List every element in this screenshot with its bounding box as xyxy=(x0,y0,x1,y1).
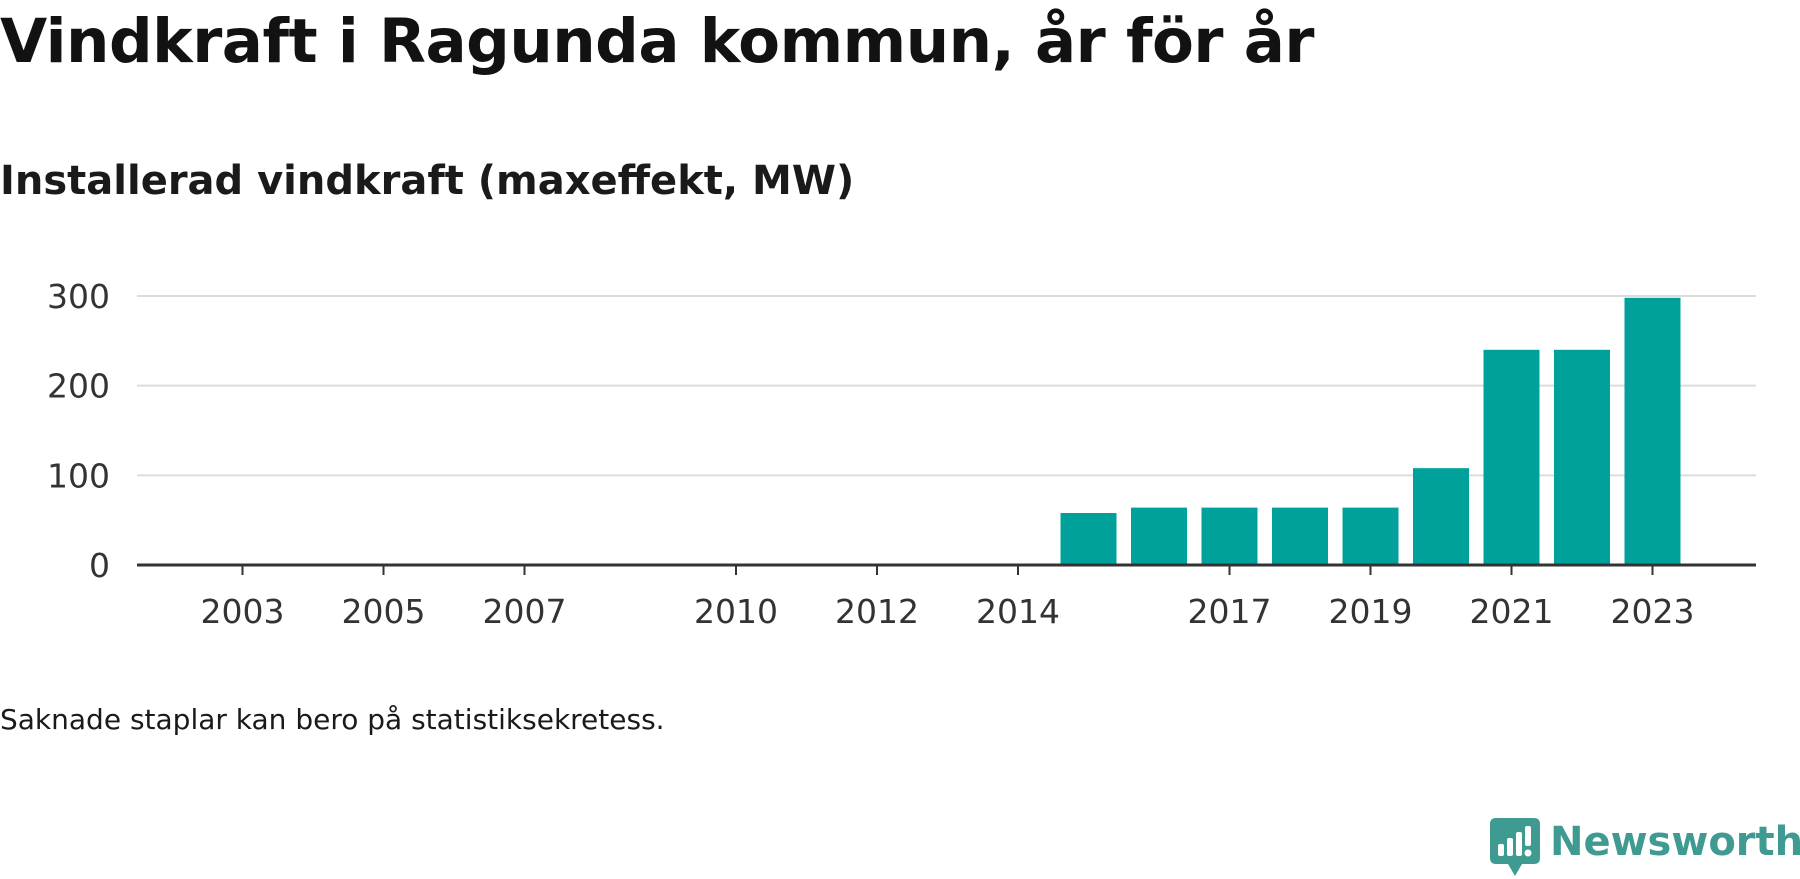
footnote: Saknade staplar kan bero på statistiksek… xyxy=(0,703,665,736)
x-tick-label: 2023 xyxy=(1611,592,1695,631)
brand-logo: Newsworthy xyxy=(1490,818,1800,878)
y-tick-label: 300 xyxy=(47,277,110,316)
bar xyxy=(1131,507,1187,565)
x-tick-label: 2017 xyxy=(1188,592,1272,631)
x-tick-label: 2007 xyxy=(483,592,567,631)
x-tick-label: 2005 xyxy=(342,592,426,631)
x-tick-label: 2003 xyxy=(201,592,285,631)
x-tick-label: 2021 xyxy=(1470,592,1554,631)
x-tick-label: 2010 xyxy=(694,592,778,631)
brand-name: Newsworthy xyxy=(1550,819,1800,865)
bar xyxy=(1060,512,1117,565)
bar-chart: 0 100 200 300 2003 2005 2007 2010 2012 2014 2017 20… xyxy=(47,277,1756,631)
chart-title: Vindkraft i Ragunda kommun, år för år xyxy=(0,6,1314,77)
bar xyxy=(1342,507,1399,565)
y-tick-label: 100 xyxy=(47,456,110,495)
bar xyxy=(1272,507,1328,565)
newsworthy-logo-icon xyxy=(1490,818,1540,876)
x-tick-label: 2012 xyxy=(835,592,919,631)
x-tick-label: 2019 xyxy=(1329,592,1413,631)
y-tick-label: 0 xyxy=(89,546,110,585)
bar xyxy=(1624,297,1681,565)
bar xyxy=(1201,507,1258,565)
bars xyxy=(1060,297,1681,565)
bar xyxy=(1554,349,1610,565)
bar xyxy=(1413,468,1469,565)
chart-subtitle: Installerad vindkraft (maxeffekt, MW) xyxy=(0,158,855,204)
bar xyxy=(1483,349,1540,565)
axes: 0 100 200 300 2003 2005 2007 2010 2012 2014 2017 20… xyxy=(47,277,1756,631)
y-tick-label: 200 xyxy=(47,367,110,406)
x-tick-label: 2014 xyxy=(976,592,1060,631)
